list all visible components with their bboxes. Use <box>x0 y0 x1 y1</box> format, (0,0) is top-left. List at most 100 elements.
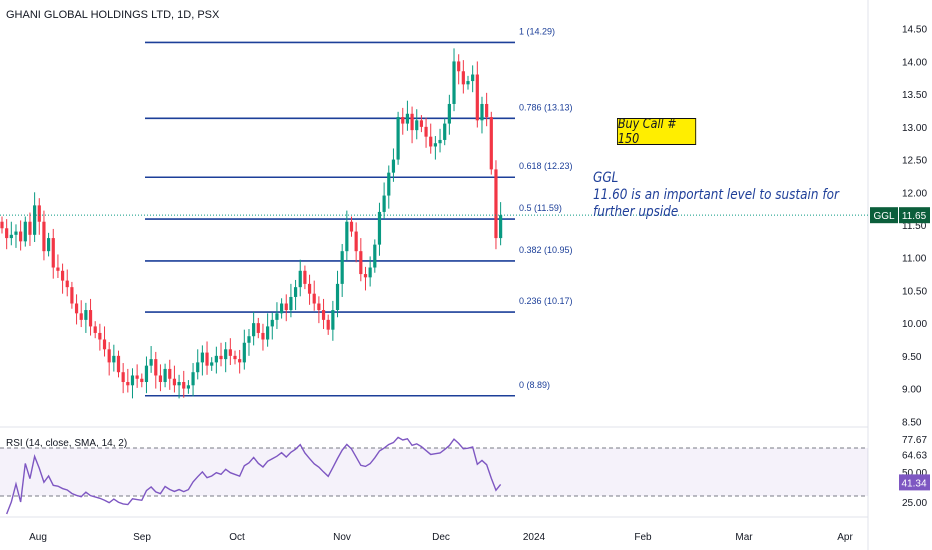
time-tick-label: Mar <box>735 532 753 543</box>
candle-body <box>289 296 293 311</box>
candle-body <box>84 310 88 320</box>
price-tick-label: 8.50 <box>902 417 922 428</box>
symbol-tag-label: GGL <box>873 211 895 222</box>
candle-body <box>107 349 111 363</box>
price-tag <box>899 207 930 224</box>
candle-body <box>461 71 465 85</box>
price-tick-label: 9.00 <box>902 385 922 396</box>
candle-body <box>79 313 83 320</box>
candle-body <box>312 293 316 304</box>
candle-body <box>191 372 195 386</box>
price-tick-label: 14.00 <box>902 57 927 68</box>
candle-body <box>471 74 475 82</box>
price-tick-label: 13.50 <box>902 90 927 101</box>
price-tick-label: 13.00 <box>902 123 927 134</box>
candle-body <box>233 355 237 360</box>
chart-grid <box>0 0 869 550</box>
candle-body <box>349 221 354 232</box>
candle-body <box>410 113 414 131</box>
chart-title: GHANI GLOBAL HOLDINGS LTD, 1D, PSX <box>6 9 220 21</box>
candle-body <box>345 221 349 252</box>
candle-body <box>415 120 419 131</box>
candle-body <box>224 349 228 360</box>
time-tick-label: Sep <box>133 532 151 543</box>
candle-body <box>126 382 130 386</box>
candle-body <box>284 303 288 311</box>
time-tick-label: Aug <box>29 532 47 543</box>
rsi-value-label: 41.34 <box>901 478 926 489</box>
rsi-tick-label: 50.00 <box>902 468 927 479</box>
candle-body <box>140 378 144 383</box>
candle-body <box>489 117 493 170</box>
candle-body <box>391 159 396 173</box>
candle-body <box>377 211 382 245</box>
candle-body <box>270 319 274 327</box>
candlestick-series <box>0 48 503 399</box>
candle-body <box>475 74 479 121</box>
candle-body <box>321 310 326 320</box>
rsi-line <box>6 436 502 515</box>
candle-body <box>335 283 340 311</box>
candle-body <box>172 378 177 386</box>
candle-body <box>121 372 125 383</box>
time-tick-label: Feb <box>634 532 652 543</box>
candle-body <box>5 228 9 239</box>
fibonacci-retracement[interactable]: 1 (14.29) 0.786 (13.13) 0.618 (12.23) 0.5 (… <box>145 26 573 397</box>
candle-body <box>93 326 97 333</box>
candle-body <box>186 385 190 389</box>
rsi-panel[interactable]: 77.67 64.63 50.00 25.00 41.34 <box>0 435 930 515</box>
time-tick-label: 2024 <box>523 532 546 543</box>
fib-level-label: 0.382 (10.95) <box>519 245 573 255</box>
rsi-tick-label: 77.67 <box>902 435 927 446</box>
candle-body <box>359 251 363 275</box>
price-tick-label: 11.00 <box>902 254 927 265</box>
candle-body <box>149 359 153 366</box>
candle-body <box>168 368 172 379</box>
candle-body <box>177 382 181 386</box>
time-axis[interactable]: Aug Sep Oct Nov Dec 2024 Feb Mar Apr <box>29 532 853 543</box>
candle-body <box>98 332 102 340</box>
candle-body <box>326 319 330 330</box>
price-tick-label: 9.50 <box>902 352 922 363</box>
candle-body <box>182 382 186 389</box>
price-tick-label: 11.50 <box>902 221 927 232</box>
note-line: GGL <box>593 170 619 186</box>
price-tick-label: 12.50 <box>902 156 927 167</box>
candle-body <box>42 221 46 252</box>
candle-body <box>494 169 498 239</box>
candle-body <box>116 355 121 373</box>
candle-body <box>247 336 251 343</box>
candle-body <box>438 139 442 144</box>
candle-body <box>242 342 246 363</box>
fib-level-label: 0 (8.89) <box>519 380 550 390</box>
candle-body <box>261 332 265 340</box>
candle-body <box>60 270 65 281</box>
candle-body <box>429 136 433 147</box>
rsi-value-tag <box>899 474 930 491</box>
candle-body <box>307 283 312 294</box>
candle-body <box>23 221 27 242</box>
candle-body <box>447 103 451 124</box>
candle-body <box>280 303 284 314</box>
annotation-note[interactable]: GGL 11.60 is an important level to susta… <box>593 170 839 221</box>
candle-body <box>37 205 41 222</box>
buy-call-label[interactable]: Buy Call # 150 <box>617 117 697 147</box>
price-tick-label: 10.50 <box>902 286 927 297</box>
candle-body <box>466 81 470 85</box>
fib-level-label: 0.5 (11.59) <box>519 203 562 213</box>
candle-body <box>214 355 218 363</box>
candle-body <box>33 205 37 235</box>
candle-body <box>252 323 256 337</box>
rsi-band <box>0 448 868 496</box>
price-axis[interactable]: 14.50 14.00 13.50 13.00 12.50 12.00 11.50 11.00… <box>902 25 927 429</box>
candle-body <box>135 375 139 379</box>
note-line: further upside <box>593 204 679 220</box>
candle-body <box>158 375 163 383</box>
candle-body <box>112 355 116 363</box>
candle-body <box>256 323 260 333</box>
candle-body <box>14 231 18 235</box>
fib-level-label: 1 (14.29) <box>519 26 555 36</box>
candle-body <box>19 231 23 242</box>
candle-body <box>331 310 335 330</box>
